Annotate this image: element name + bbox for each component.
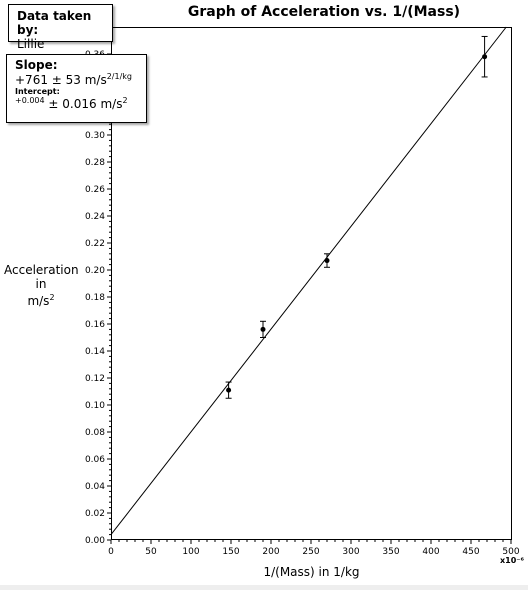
intercept-heading: Intercept: (15, 87, 60, 96)
y-tick-label: 0.26 (85, 185, 105, 195)
y-tick-label: 0.28 (85, 158, 105, 168)
y-tick-label: 0.20 (85, 266, 105, 276)
slope-heading: Slope: (15, 58, 58, 72)
x-tick-label: 100 (182, 547, 199, 557)
y-tick-label: 0.06 (85, 455, 105, 465)
x-tick-label: 50 (145, 547, 157, 557)
data-taken-label: Data taken by: (17, 9, 92, 37)
y-tick-label: 0.18 (85, 293, 105, 303)
x-tick-label: 200 (262, 547, 279, 557)
x-tick-label: 150 (222, 547, 239, 557)
x-axis-multiplier: x10⁻⁶ (500, 556, 525, 565)
x-tick-label: 250 (302, 547, 319, 557)
x-axis-label: 1/(Mass) in 1/kg (263, 565, 360, 579)
y-tick-label: 0.02 (85, 509, 105, 519)
footer-bar (0, 585, 528, 590)
y-tick-label: 0.16 (85, 320, 105, 330)
x-tick-label: 500 (502, 547, 519, 557)
data-point (226, 387, 232, 393)
fit-line (110, 26, 507, 535)
x-tick-label: 300 (342, 547, 359, 557)
y-tick-label: 0.22 (85, 239, 105, 249)
y-tick-label: 0.12 (85, 374, 105, 384)
x-tick-label: 0 (108, 547, 114, 557)
y-tick-label: 0.00 (85, 536, 105, 546)
y-tick-label: 0.30 (85, 131, 105, 141)
data-point (482, 54, 488, 60)
x-tick-label: 400 (422, 547, 439, 557)
x-tick-label: 450 (462, 547, 479, 557)
y-tick-label: 0.08 (85, 428, 105, 438)
chart-title: Graph of Acceleration vs. 1/(Mass) (187, 4, 461, 20)
data-point (324, 258, 330, 264)
intercept-value: +0.004 ± 0.016 m/s2 (15, 96, 128, 111)
y-tick-label: 0.14 (85, 347, 105, 357)
y-tick-label: 0.24 (85, 212, 105, 222)
y-axis-label: Acceleration in m/s2 (4, 263, 79, 308)
x-tick-label: 350 (382, 547, 399, 557)
data-taken-box[interactable]: Data taken by: Lillie (8, 4, 113, 51)
data-taken-value: Lillie (17, 37, 45, 51)
fit-results-box[interactable]: Slope: +761 ± 53 m/s2/1/kg Intercept: +0… (6, 54, 147, 123)
y-tick-label: 0.04 (85, 482, 105, 492)
y-tick-label: 0.10 (85, 401, 105, 411)
data-point (260, 326, 266, 332)
slope-value: +761 ± 53 m/s2/1/kg (15, 72, 132, 87)
plot-area (111, 27, 512, 540)
